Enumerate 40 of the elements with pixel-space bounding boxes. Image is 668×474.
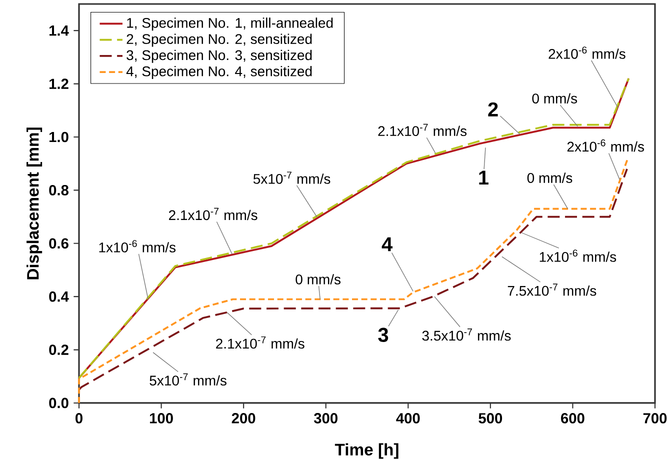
annotation: 3 xyxy=(378,328,388,342)
annotation: 5x10$^{-7}$ mm/s xyxy=(253,172,330,184)
x-tick-label: 700 xyxy=(643,413,667,424)
annotation: 1 xyxy=(479,170,488,185)
legend-label: 4, Specimen No. 4, sensitized xyxy=(126,66,312,80)
y-tick-label: 0.4 xyxy=(49,291,69,302)
annotation: 2x10$^{-6}$ mm/s xyxy=(567,139,644,152)
y-tick-label: 0.6 xyxy=(49,238,68,249)
annotation: 2.1x10$^{-7}$ mm/s xyxy=(216,336,304,349)
annotation: 2 xyxy=(488,102,498,116)
annotation: 1x10$^{-6}$ mm/s xyxy=(99,240,176,252)
x-tick-label: 100 xyxy=(150,413,173,424)
legend-label: 3, Specimen No. 3, sensitized xyxy=(126,50,312,63)
x-tick-label: 600 xyxy=(561,413,584,424)
legend-label: 2, Specimen No. 2, sensitized xyxy=(126,34,312,47)
y-tick-label: 0.0 xyxy=(49,398,68,408)
annotation: 7.5x10$^{-7}$ mm/s xyxy=(508,284,596,296)
annotation: 2.1x10$^{-7}$ mm/s xyxy=(378,124,467,136)
legend-label: 1, Specimen No. 1, mill-annealed xyxy=(127,18,333,31)
annotation: 0 mm/s xyxy=(296,274,341,284)
y-tick-label: 0.2 xyxy=(49,344,68,355)
annotation: 2x10$^{-6}$ mm/s xyxy=(548,46,626,59)
x-axis-title: Time [h] xyxy=(334,443,398,459)
y-tick-label: 1.2 xyxy=(49,78,68,89)
y-tick-label: 1.4 xyxy=(49,26,69,36)
annotation: 4 xyxy=(382,237,393,252)
annotation: 0 mm/s xyxy=(527,172,572,183)
x-tick-label: 200 xyxy=(232,413,256,424)
x-tick-label: 400 xyxy=(396,413,420,424)
y-tick-label: 0.8 xyxy=(49,185,68,196)
annotation: 0 mm/s xyxy=(532,93,578,104)
x-tick-label: 300 xyxy=(314,413,338,424)
annotation: 1x10$^{-6}$ mm/s xyxy=(540,250,616,262)
annotation: 3.5x10$^{-7}$ mm/s xyxy=(422,328,511,341)
x-tick-label: 0 xyxy=(76,413,82,424)
annotation: 2.1x10$^{-7}$ mm/s xyxy=(169,208,258,220)
x-tick-label: 500 xyxy=(478,413,502,424)
y-tick-label: 1.0 xyxy=(49,132,68,142)
y-axis-title: Displacement [mm] xyxy=(26,128,42,280)
annotation: 5x10$^{-7}$ mm/s xyxy=(150,373,226,386)
